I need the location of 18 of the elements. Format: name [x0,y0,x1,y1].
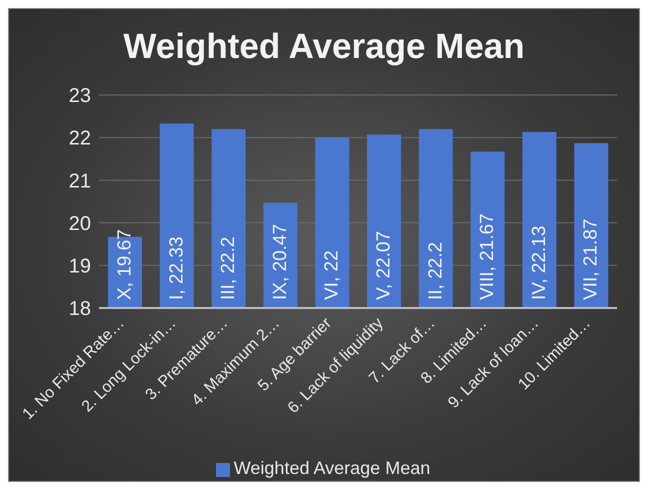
y-tick-label: 20 [68,212,91,235]
data-label: IX, 20.47 [270,224,291,300]
data-label: X, 19.67 [114,229,136,300]
data-label: III, 22.2 [218,236,240,300]
y-tick-label: 23 [68,85,91,108]
data-label: VI, 22 [322,250,343,300]
y-tick-label: 18 [68,298,91,320]
legend-label: Weighted Average Mean [234,458,430,478]
data-label: VII, 21.87 [580,218,602,300]
data-label: V, 22.07 [374,230,394,300]
data-label: IV, 22.13 [528,226,550,300]
data-label: II, 22.2 [425,242,446,300]
y-tick-label: 21 [68,170,91,192]
chart-title: Weighted Average Mean [122,26,526,68]
y-tick-label: 22 [68,128,91,150]
data-label: VIII, 21.67 [477,213,498,300]
y-tick-label: 19 [68,256,91,278]
data-label: I, 22.33 [166,236,188,300]
